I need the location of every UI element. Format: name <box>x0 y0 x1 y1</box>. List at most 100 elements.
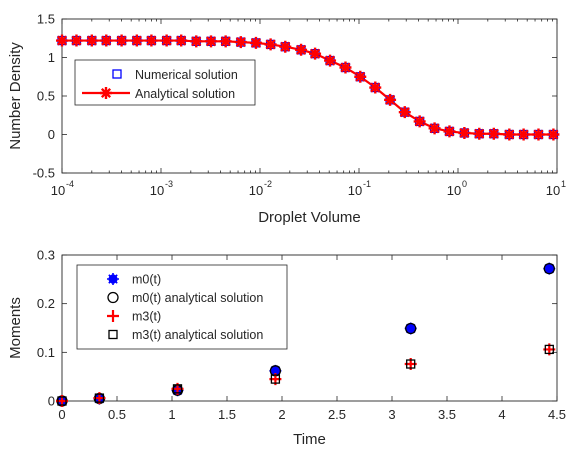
m3-analytical-point <box>57 396 67 406</box>
analytical-solution-point <box>517 128 530 141</box>
x-tick-label: 10 <box>447 183 461 198</box>
y-tick-label: 0.2 <box>37 296 55 311</box>
legend-analytical-label: Analytical solution <box>135 87 235 101</box>
m0-point <box>404 322 417 335</box>
analytical-solution-line <box>62 39 554 136</box>
x-tick-label: 1.5 <box>218 407 236 422</box>
analytical-solution-point <box>487 127 500 140</box>
m3-analytical-point <box>172 384 183 394</box>
x-tick-label: 2.5 <box>328 407 346 422</box>
analytical-solution-point <box>547 128 560 141</box>
analytical-solution-point <box>369 81 382 94</box>
x-tick-label: 10 <box>348 183 362 198</box>
analytical-solution-point <box>145 34 158 47</box>
analytical-solution-point <box>219 35 232 48</box>
analytical-solution-point <box>115 34 128 47</box>
legend-marker <box>108 329 118 340</box>
m0-point <box>543 262 556 275</box>
analytical-solution-point <box>56 34 68 47</box>
x-tick-label: 3.5 <box>438 407 456 422</box>
analytical-solution-point <box>309 47 322 60</box>
analytical-solution-point <box>249 36 262 49</box>
x-tick-label: 10 <box>51 183 65 198</box>
y-tick-label: 0.5 <box>37 89 55 104</box>
analytical-solution-point <box>279 40 292 53</box>
legend: m0(t) m0(t) analytical solution m3(t) m3(t)… <box>76 264 288 350</box>
m0-analytical-point <box>543 262 555 275</box>
moments-chart: 0 0.5 1 1.5 2 2.5 3 3.5 4 4.5 0 0.1 0.2 0.3 Time Moment… <box>7 248 566 449</box>
y-tick-label: 1 <box>48 50 55 65</box>
analytical-solution-point <box>398 106 411 119</box>
analytical-solution-point <box>175 34 188 47</box>
y-tick-label: 0 <box>48 127 55 142</box>
analytical-solution-point <box>234 36 247 49</box>
x-tick-label-exponent: -4 <box>66 179 74 189</box>
x-tick-label-exponent: 0 <box>462 179 467 189</box>
y-axis-label: Moments <box>7 297 24 359</box>
x-tick-label: 10 <box>546 183 560 198</box>
legend-marker <box>107 273 119 285</box>
analytical-solution-point <box>190 35 203 48</box>
x-tick-label: 4.5 <box>548 407 566 422</box>
m3-analytical-point <box>270 374 281 384</box>
m3-analytical-point <box>94 393 105 403</box>
analytical-solution-point <box>160 34 173 47</box>
x-tick-label-exponent: -1 <box>363 179 371 189</box>
analytical-solution-point <box>100 34 113 47</box>
axes-box <box>61 254 558 402</box>
analytical-solution-point <box>264 38 277 51</box>
x-tick-label-exponent: -3 <box>165 179 173 189</box>
analytical-solution-point <box>384 93 397 106</box>
y-axis-label: Number Density <box>7 42 24 150</box>
analytical-solution-point <box>205 35 218 48</box>
y-tick-label: -0.5 <box>33 166 55 181</box>
y-tick-label: 1.5 <box>37 12 55 27</box>
y-tick-label: 0 <box>48 394 55 409</box>
legend-numerical-marker <box>112 69 122 79</box>
x-tick-label: 4 <box>498 407 505 422</box>
legend-marker <box>107 310 119 322</box>
analytical-solution-point <box>70 34 83 47</box>
analytical-solution-point <box>354 70 367 83</box>
x-tick-label-exponent: -2 <box>264 179 272 189</box>
analytical-solution-point <box>324 54 337 67</box>
x-axis-label: Droplet Volume <box>258 209 361 226</box>
m3-analytical-point <box>544 344 554 355</box>
x-tick-label: 10 <box>249 183 263 198</box>
analytical-solution-point <box>295 43 308 56</box>
legend: Numerical solution Analytical solution <box>74 59 256 106</box>
analytical-solution-point <box>413 115 426 128</box>
m0-point <box>269 364 282 377</box>
m3-analytical-point <box>406 359 416 369</box>
y-tick-label: 0.1 <box>37 345 55 360</box>
legend-label: m3(t) <box>132 310 161 324</box>
analytical-solution-point <box>339 61 352 74</box>
x-axis-label: Time <box>293 431 326 448</box>
x-tick-label: 0.5 <box>108 407 126 422</box>
x-tick-label-exponent: 1 <box>561 179 566 189</box>
analytical-solution-point <box>443 125 456 138</box>
legend-analytical-marker <box>100 87 112 99</box>
legend-label: m3(t) analytical solution <box>132 328 263 342</box>
x-tick-label: 2 <box>278 407 285 422</box>
m0-analytical-point <box>405 322 417 335</box>
x-tick-label: 10 <box>150 183 164 198</box>
analytical-solution-point <box>458 126 471 139</box>
analytical-solution-point <box>130 34 143 47</box>
x-tick-label: 1 <box>168 407 175 422</box>
analytical-solution-point <box>85 34 98 47</box>
legend-marker <box>107 291 119 304</box>
x-tick-label: 3 <box>388 407 395 422</box>
x-tick-label: 0 <box>58 407 65 422</box>
analytical-solution-point <box>473 127 486 140</box>
legend-label: m0(t) analytical solution <box>132 291 263 305</box>
analytical-solution-point <box>532 128 545 141</box>
axes-box <box>61 18 558 174</box>
legend-numerical-label: Numerical solution <box>135 68 238 82</box>
y-tick-label: 0.3 <box>37 248 55 263</box>
number-density-chart: 10 -4 10 -3 10 -2 10 -1 10 0 10 1-0.500.511.5Drople… <box>7 12 566 227</box>
legend-label: m0(t) <box>132 273 161 287</box>
analytical-solution-point <box>428 122 441 135</box>
analytical-solution-point <box>503 128 516 141</box>
